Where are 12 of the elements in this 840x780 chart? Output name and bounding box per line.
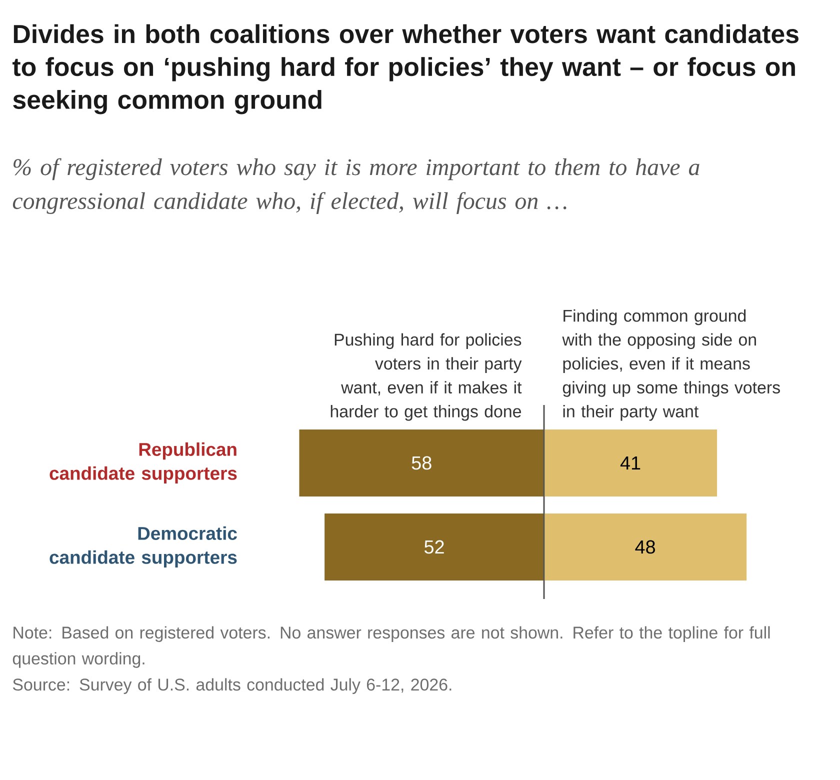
- data-label: 58: [412, 456, 432, 470]
- data-label: 48: [635, 540, 655, 554]
- data-label: 52: [424, 540, 444, 554]
- y-tick-label: Republican candidate supporters: [50, 442, 237, 484]
- series-label: Pushing hard for policies voters in their party want, even if it makes it harder to get things done: [330, 333, 522, 421]
- chart-subtitle: % of registered voters who say it is more important to them to have a congressional candidate who, if elected, will focus on …: [12, 158, 700, 214]
- text: Note: Based on registered voters. No answer responses are not shown. Refer to the topline for full question wording.: [12, 626, 770, 668]
- series-label: Finding common ground with the opposing side on policies, even if it means giving up some things voters in their party want: [562, 309, 780, 421]
- y-tick-label: Democratic candidate supporters: [50, 526, 237, 568]
- data-label: 41: [620, 456, 640, 470]
- source-note: Source: Survey of U.S. adults conducted July 6-12, 2026.: [12, 678, 452, 694]
- chart-title: Divides in both coalitions over whether voters want candidates to focus on ‘pushing hard for policies’ they want – or focus on seeking common ground: [12, 24, 798, 114]
